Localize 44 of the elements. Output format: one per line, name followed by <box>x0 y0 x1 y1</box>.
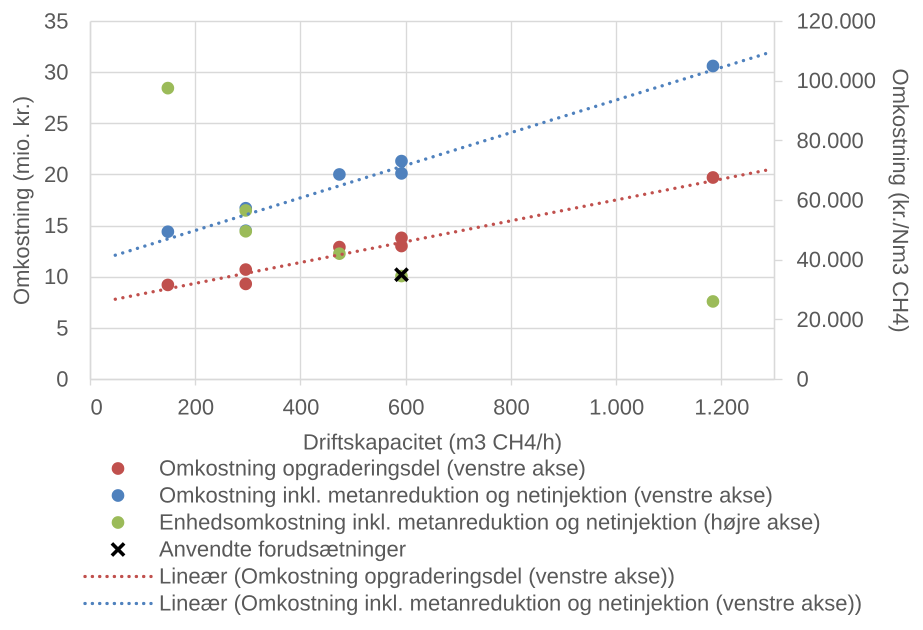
y-tick-label: 5 <box>56 315 68 340</box>
point <box>395 154 408 168</box>
point <box>333 168 346 181</box>
y-tick-label: 0 <box>56 366 68 392</box>
legend-label: Omkostning inkl. metanreduktion og netinjektion (venstre akse) <box>159 482 773 508</box>
y2-tick-label: 60.000 <box>796 188 864 212</box>
legend-label: Enhedsomkostning inkl. metanreduktion og netinjektion (højre akse) <box>159 510 821 534</box>
point <box>394 266 410 283</box>
y-tick-label: 25 <box>44 110 68 136</box>
legend-label: Omkostning opgraderingsdel (venstre akse) <box>159 456 586 480</box>
y-tick-label: 35 <box>44 8 68 34</box>
y-tick-label: 10 <box>44 264 68 290</box>
y2-tick-label: 120.000 <box>796 8 876 34</box>
y-tick-label: 15 <box>44 213 68 238</box>
y2-tick-label: 0 <box>796 366 809 392</box>
x-tick-label: 1.200 <box>694 394 750 420</box>
x-tick-label: 200 <box>177 394 214 420</box>
legend-label: Lineær (Omkostning inkl. metanreduktion og netinjektion (venstre akse)) <box>159 590 862 616</box>
legend-label: Lineær (Omkostning opgraderingsdel (venstre akse)) <box>159 564 676 588</box>
y2-axis-title: Omkostning (kr./Nm3 CH4) <box>888 68 914 333</box>
point <box>162 225 174 238</box>
x-axis-title: Driftskapacitet (m3 CH4/h) <box>302 430 562 454</box>
y2-tick-label: 100.000 <box>796 68 876 94</box>
point <box>706 171 720 184</box>
point <box>239 204 252 217</box>
x-tick-label: 400 <box>282 394 320 420</box>
legend-label: Anvendte forudsætninger <box>159 536 406 562</box>
y-axis-title: Omkostning (mio. kr.) <box>9 96 34 306</box>
point <box>239 278 252 290</box>
point <box>395 167 408 180</box>
y2-tick-label: 20.000 <box>796 306 864 332</box>
point <box>706 295 720 308</box>
x-tick-label: 0 <box>90 394 103 420</box>
point <box>162 82 174 94</box>
y-tick-label: 20 <box>44 162 68 187</box>
y2-tick-label: 80.000 <box>796 128 864 153</box>
x-tick-label: 600 <box>388 394 425 420</box>
point <box>239 263 252 276</box>
point <box>706 60 720 72</box>
x-tick-label: 800 <box>493 394 530 420</box>
y-tick-label: 30 <box>44 60 68 85</box>
x-tick-label: 1.000 <box>589 394 644 420</box>
point <box>162 278 174 292</box>
y2-tick-label: 40.000 <box>796 247 864 272</box>
